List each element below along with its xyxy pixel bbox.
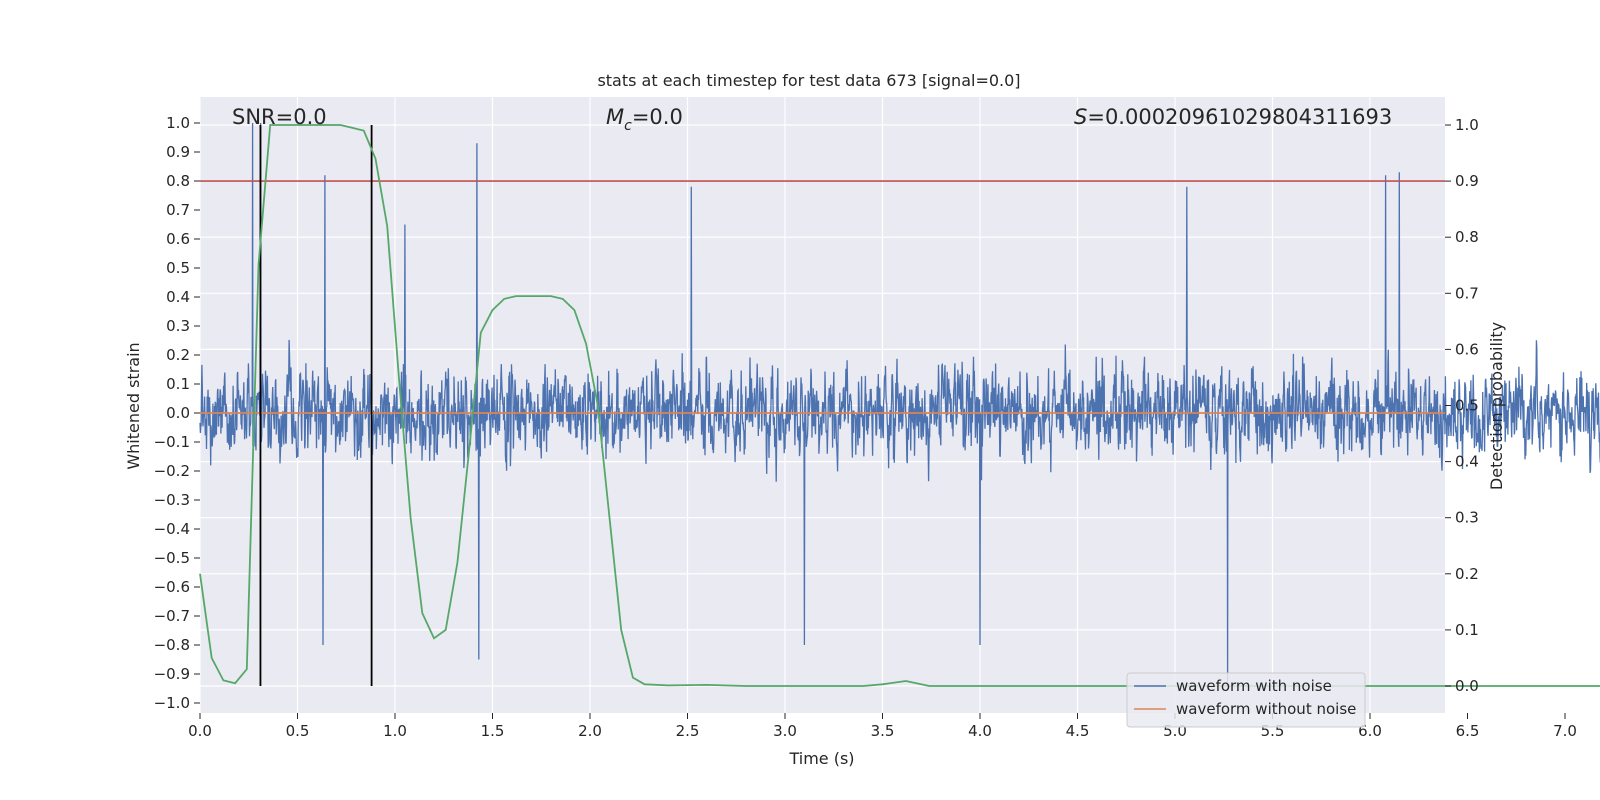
- noise-trace: [199, 122, 1600, 683]
- statistic-value: =0.00020961029804311693: [1087, 105, 1392, 129]
- right-y-tick-label: 0.3: [1455, 509, 1479, 527]
- chirp-mass-value: =0.0: [632, 105, 683, 129]
- y-tick-label: −0.6: [154, 578, 190, 596]
- legend-box: [1126, 672, 1366, 728]
- y-tick-label: −0.8: [154, 636, 190, 654]
- y-tick-label: −0.3: [154, 491, 190, 509]
- y-tick-label: 0.0: [166, 404, 190, 422]
- y-tick-label: −0.5: [154, 549, 190, 567]
- right-y-tick-label: 0.5: [1455, 397, 1479, 415]
- right-y-axis-label: Detection probability: [1487, 322, 1506, 490]
- y-tick-label: −0.7: [154, 607, 190, 625]
- waveform-with-noise-series: [199, 122, 1600, 683]
- chart-title: stats at each timestep for test data 673…: [597, 71, 1020, 90]
- y-tick-label: −0.4: [154, 520, 190, 538]
- x-tick-label: 0.5: [286, 722, 310, 740]
- y-tick-label: 0.7: [166, 201, 190, 219]
- x-tick-label: 7.0: [1553, 722, 1577, 740]
- x-tick-label: 4.5: [1066, 722, 1090, 740]
- y-tick-label: 0.4: [166, 288, 190, 306]
- right-y-tick-label: 1.0: [1455, 116, 1479, 134]
- statistic-annotation: S=0.00020961029804311693: [1074, 105, 1392, 129]
- y-tick-label: −0.1: [154, 433, 190, 451]
- right-y-tick-label: 0.6: [1455, 340, 1479, 358]
- x-axis-ticks: 0.0 0.5 1.0 1.5 2.0 2.5 3.0 3.5 4.0 4.5 5.0 5.5 6.0 6…: [188, 713, 1577, 740]
- x-tick-label: 3.0: [773, 722, 797, 740]
- x-tick-label: 2.5: [676, 722, 700, 740]
- right-y-axis-ticks: 1.0 0.9 0.8 0.7 0.6 0.5 0.4 0.3 0.2 0.1 0.0: [1445, 116, 1479, 695]
- x-tick-label: 3.5: [871, 722, 895, 740]
- right-y-tick-label: 0.0: [1455, 677, 1479, 695]
- x-tick-label: 1.0: [383, 722, 407, 740]
- snr-annotation: SNR=0.0: [232, 105, 327, 129]
- vertical-markers: [259, 125, 373, 686]
- y-tick-label: 0.5: [166, 259, 190, 277]
- chirp-mass-symbol: M: [606, 105, 624, 129]
- y-tick-label: 0.2: [166, 346, 190, 364]
- right-y-tick-label: 0.1: [1455, 621, 1479, 639]
- right-y-tick-label: 0.7: [1455, 284, 1479, 302]
- chirp-mass-annotation: Mc=0.0: [606, 105, 683, 134]
- y-tick-label: −0.2: [154, 462, 190, 480]
- x-tick-label: 4.0: [968, 722, 992, 740]
- y-tick-label: 0.6: [166, 230, 190, 248]
- legend: waveform with noise waveform without noi…: [1126, 672, 1366, 728]
- statistic-symbol: S: [1074, 105, 1087, 129]
- y-tick-label: 0.8: [166, 172, 190, 190]
- detection-probability-series: [199, 124, 1600, 687]
- x-tick-label: 1.5: [481, 722, 505, 740]
- right-y-tick-label: 0.9: [1455, 172, 1479, 190]
- y-tick-label: −0.9: [154, 665, 190, 683]
- y-tick-label: 0.3: [166, 317, 190, 335]
- y-axis-ticks: 1.0 0.9 0.8 0.7 0.6 0.5 0.4 0.3 0.2 0.1 0.0 −0.1 −0.…: [154, 114, 200, 712]
- y-axis-label: Whitened strain: [124, 342, 143, 469]
- right-y-tick-label: 0.8: [1455, 228, 1479, 246]
- right-y-tick-label: 0.4: [1455, 453, 1479, 471]
- chirp-mass-subscript: c: [624, 118, 632, 134]
- y-tick-label: −1.0: [154, 694, 190, 712]
- x-tick-label: 6.5: [1456, 722, 1480, 740]
- y-tick-label: 1.0: [166, 114, 190, 132]
- y-tick-label: 0.9: [166, 143, 190, 161]
- y-tick-label: 0.1: [166, 375, 190, 393]
- x-tick-label: 0.0: [188, 722, 212, 740]
- legend-label-noiseless: waveform without noise: [1176, 700, 1356, 718]
- legend-label-noise: waveform with noise: [1176, 677, 1332, 695]
- right-y-tick-label: 0.2: [1455, 565, 1479, 583]
- x-tick-label: 2.0: [578, 722, 602, 740]
- x-axis-label: Time (s): [788, 749, 854, 768]
